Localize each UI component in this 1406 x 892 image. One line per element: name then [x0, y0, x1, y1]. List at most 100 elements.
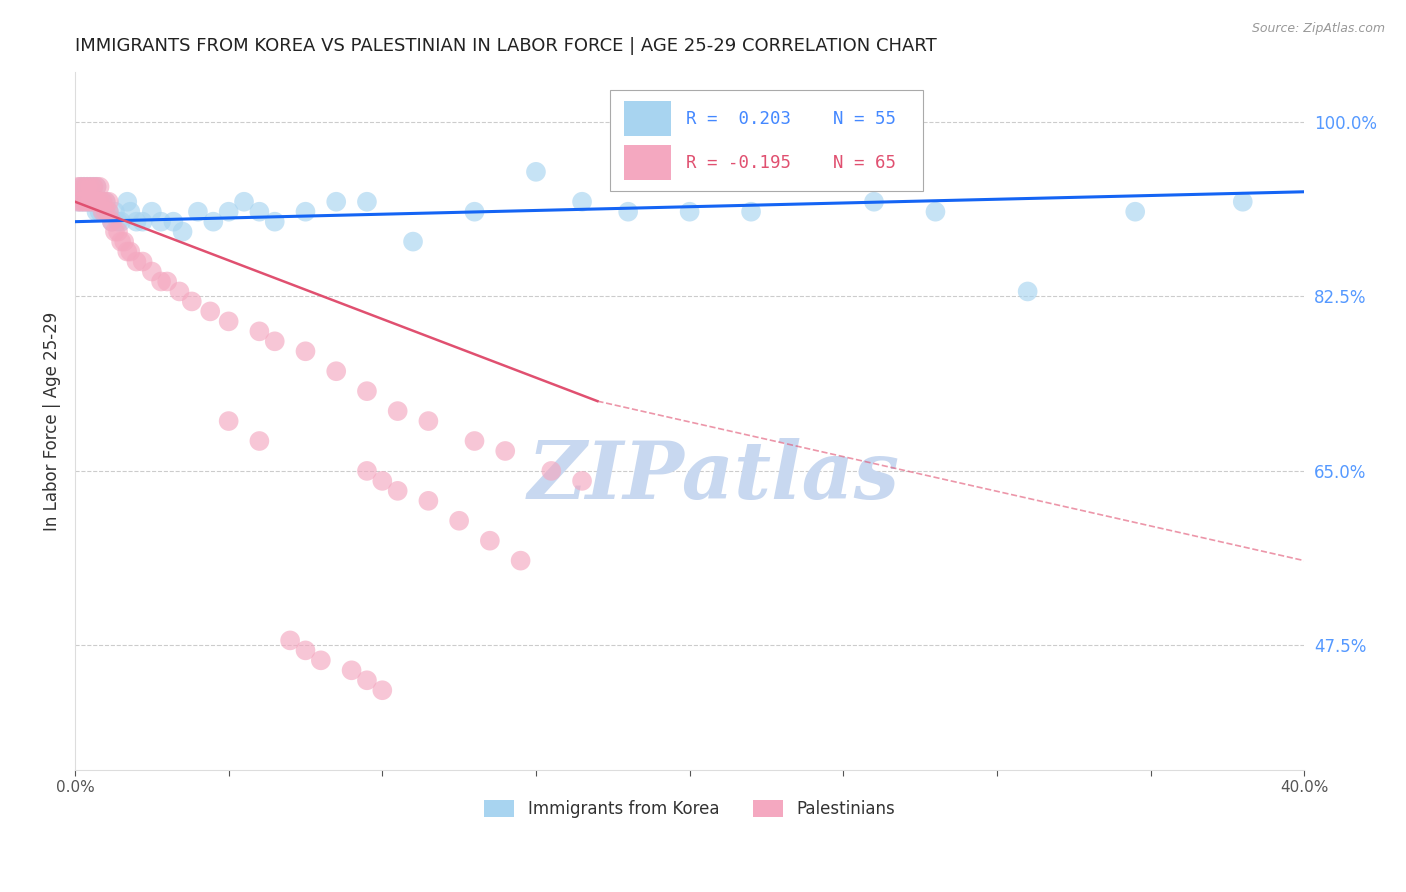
FancyBboxPatch shape [610, 89, 924, 191]
Point [162, 215, 184, 229]
Point [340, 663, 363, 677]
Point [247, 204, 270, 219]
Point [76, 179, 98, 194]
Point [141, 204, 163, 219]
Point [494, 444, 516, 458]
Point [131, 215, 153, 229]
Point [509, 554, 531, 568]
Point [141, 264, 163, 278]
Point [247, 324, 270, 338]
Point [150, 275, 173, 289]
Point [187, 204, 209, 219]
Point [79, 179, 101, 194]
Point [418, 493, 440, 508]
Point [73, 179, 96, 194]
Point [418, 414, 440, 428]
Point [924, 204, 946, 219]
Point [67, 179, 90, 194]
Point [294, 344, 316, 359]
Point [1123, 204, 1146, 219]
Point [540, 464, 562, 478]
Bar [624, 102, 671, 136]
Point [463, 434, 485, 448]
Point [233, 194, 256, 209]
Point [94, 194, 117, 209]
Point [82, 179, 104, 194]
Point [325, 194, 347, 209]
Point [91, 204, 114, 219]
Point [740, 204, 762, 219]
Point [463, 204, 485, 219]
Point [200, 304, 222, 318]
Point [202, 215, 225, 229]
Point [387, 483, 409, 498]
Point [571, 194, 593, 209]
Point [120, 244, 142, 259]
Point [70, 194, 93, 209]
Text: IMMIGRANTS FROM KOREA VS PALESTINIAN IN LABOR FORCE | AGE 25-29 CORRELATION CHAR: IMMIGRANTS FROM KOREA VS PALESTINIAN IN … [75, 37, 936, 55]
Point [82, 179, 104, 194]
Point [70, 179, 93, 194]
Point [218, 414, 240, 428]
Point [218, 314, 240, 328]
Point [86, 194, 108, 209]
Point [79, 194, 101, 209]
Point [387, 404, 409, 418]
Point [101, 215, 124, 229]
Point [278, 633, 301, 648]
Point [309, 653, 332, 667]
Point [356, 464, 378, 478]
Point [617, 204, 640, 219]
Point [107, 215, 129, 229]
Point [156, 275, 179, 289]
Point [79, 179, 101, 194]
Point [169, 285, 191, 299]
Point [82, 194, 104, 209]
Point [110, 215, 132, 229]
Point [73, 194, 96, 209]
Point [356, 673, 378, 688]
Point [131, 254, 153, 268]
Point [70, 194, 93, 209]
Point [125, 215, 148, 229]
Point [150, 215, 173, 229]
Point [89, 194, 111, 209]
Point [478, 533, 501, 548]
Point [863, 194, 886, 209]
Point [97, 194, 120, 209]
Point [76, 194, 98, 209]
Point [86, 194, 108, 209]
Point [1232, 194, 1254, 209]
Text: R = -0.195    N = 65: R = -0.195 N = 65 [686, 153, 896, 172]
Point [356, 384, 378, 399]
Point [76, 179, 98, 194]
Point [91, 194, 114, 209]
Point [371, 474, 394, 488]
Point [89, 204, 111, 219]
Text: Source: ZipAtlas.com: Source: ZipAtlas.com [1251, 22, 1385, 36]
Point [218, 204, 240, 219]
Point [110, 235, 132, 249]
Point [402, 235, 425, 249]
Point [79, 194, 101, 209]
Point [801, 145, 824, 159]
Point [67, 194, 90, 209]
Point [117, 194, 139, 209]
Point [247, 434, 270, 448]
Point [263, 215, 285, 229]
Point [172, 225, 194, 239]
Point [571, 474, 593, 488]
Point [86, 179, 108, 194]
Point [449, 514, 471, 528]
Point [94, 194, 117, 209]
Point [67, 194, 90, 209]
Point [86, 179, 108, 194]
Point [125, 254, 148, 268]
Point [107, 225, 129, 239]
Point [104, 225, 127, 239]
Point [120, 204, 142, 219]
Legend: Immigrants from Korea, Palestinians: Immigrants from Korea, Palestinians [478, 793, 901, 824]
Text: R =  0.203    N = 55: R = 0.203 N = 55 [686, 110, 896, 128]
Point [101, 215, 124, 229]
Point [89, 194, 111, 209]
